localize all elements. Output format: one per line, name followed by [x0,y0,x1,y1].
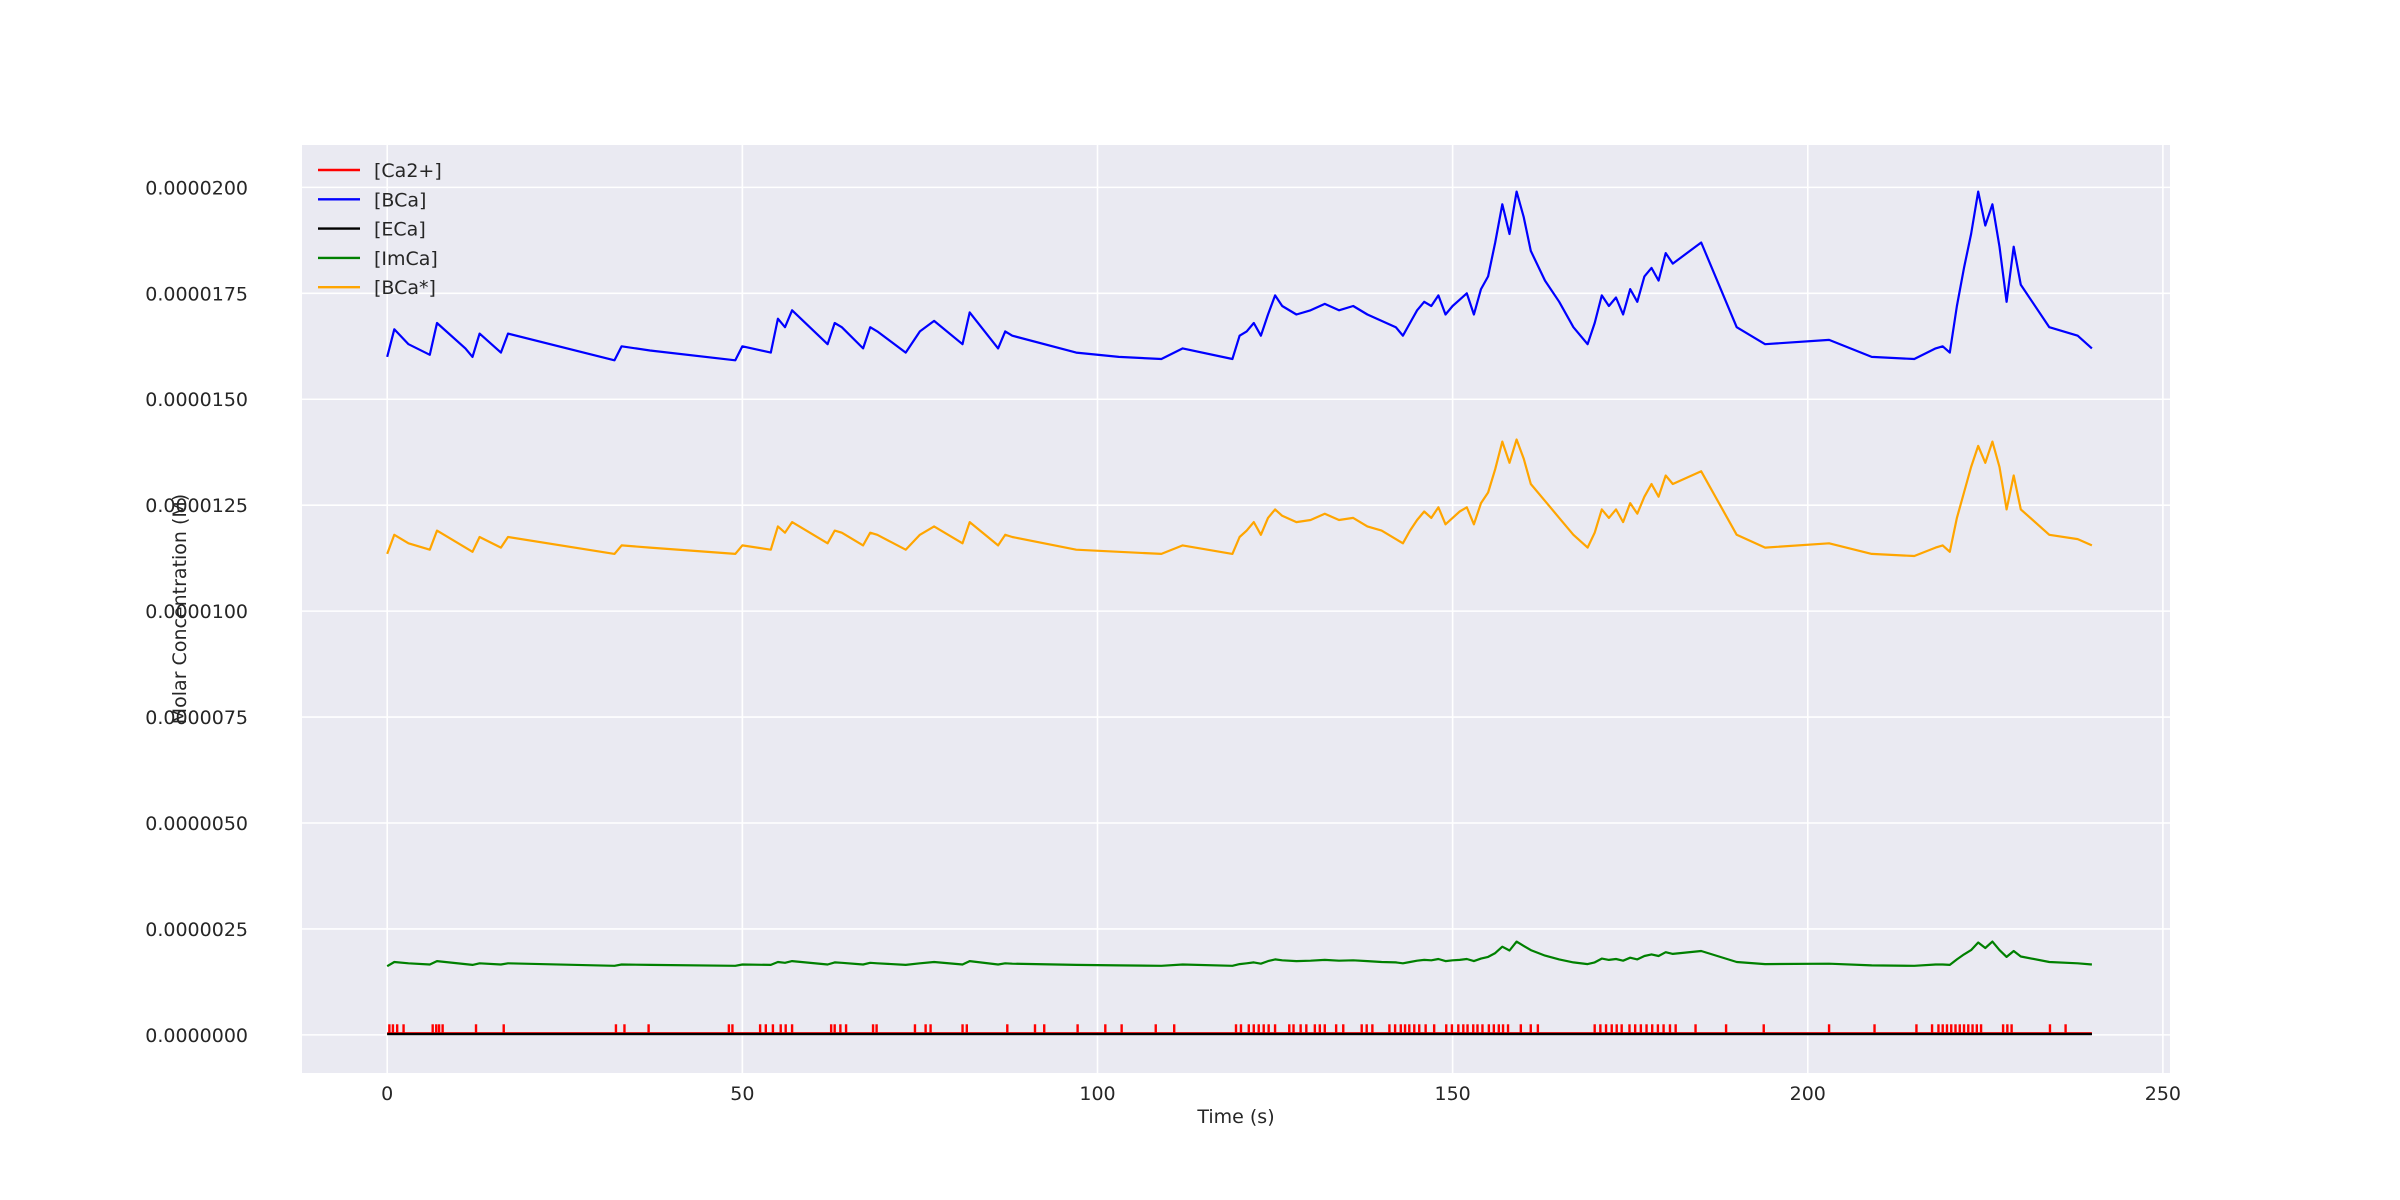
legend-label: [Ca2+] [374,160,442,182]
y-tick-label: 0.0000125 [145,495,248,517]
y-tick-label: 0.0000025 [145,919,248,941]
x-axis-ticks: 0 50 100 150 200 250 [381,1083,2181,1105]
x-tick-label: 150 [1434,1083,1470,1105]
grid [302,145,2170,1073]
y-axis-title: Molar Concentration (M) [169,494,191,724]
series-line-bca [386,438,2093,558]
x-tick-label: 100 [1079,1083,1115,1105]
x-axis-title: Time (s) [1196,1106,1274,1128]
x-tick-label: 50 [730,1083,754,1105]
y-tick-label: 0.0000100 [145,601,248,623]
series-line-imca [386,940,2092,968]
legend-label: [ECa] [374,219,426,241]
y-tick-label: 0.0000200 [145,177,248,199]
plot-background [302,145,2170,1073]
y-axis-ticks: 0.0000000 0.0000025 0.0000050 0.0000075 0.00… [145,177,248,1046]
legend: [Ca2+] [BCa] [ECa] [ImCa] [BCa*] [318,160,442,299]
legend-label: [BCa*] [374,277,436,299]
y-tick-label: 0.0000050 [145,813,248,835]
y-tick-label: 0.0000175 [145,283,248,305]
y-tick-label: 0.0000075 [145,707,248,729]
series-line-bca [386,190,2093,362]
x-tick-label: 250 [2145,1083,2181,1105]
y-tick-label: 0.0000000 [145,1025,248,1047]
x-tick-label: 0 [381,1083,393,1105]
y-tick-label: 0.0000150 [145,389,248,411]
legend-label: [BCa] [374,189,426,211]
legend-label: [ImCa] [374,248,438,270]
x-tick-label: 200 [1790,1083,1826,1105]
series-lines [386,190,2093,1036]
